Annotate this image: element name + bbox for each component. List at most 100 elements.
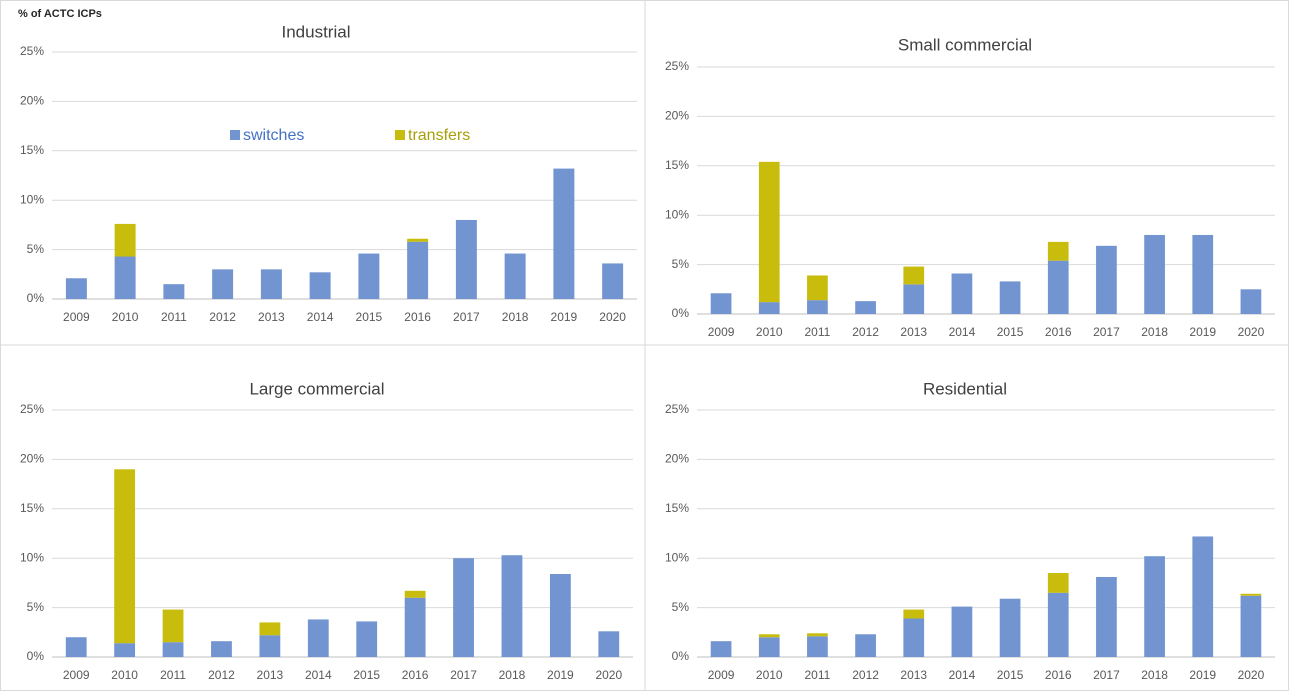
x-tick-label: 2020 xyxy=(599,310,626,324)
x-tick-label: 2020 xyxy=(1238,325,1265,339)
bar-segment xyxy=(758,634,780,638)
x-tick-label: 2014 xyxy=(307,310,334,324)
bar-segment xyxy=(114,256,136,299)
bar-segment xyxy=(259,622,281,636)
bar-segment xyxy=(1240,289,1262,314)
bar-segment xyxy=(501,555,523,657)
y-tick-label: 15% xyxy=(665,158,689,172)
x-tick-label: 2018 xyxy=(502,310,529,324)
x-tick-label: 2018 xyxy=(1141,325,1168,339)
x-tick-label: 2012 xyxy=(208,668,235,682)
y-tick-label: 5% xyxy=(27,600,45,614)
x-tick-label: 2018 xyxy=(499,668,526,682)
bar-segment xyxy=(549,574,571,657)
y-tick-label: 10% xyxy=(20,550,44,564)
y-tick-label: 25% xyxy=(665,402,689,416)
y-tick-label: 5% xyxy=(672,600,690,614)
bar-segment xyxy=(1047,260,1069,314)
y-tick-label: 15% xyxy=(665,501,689,515)
y-tick-label: 10% xyxy=(665,550,689,564)
x-tick-label: 2014 xyxy=(949,325,976,339)
y-tick-label: 5% xyxy=(27,242,45,256)
y-tick-label: 0% xyxy=(27,649,45,663)
bar-segment xyxy=(1047,241,1069,261)
x-tick-label: 2020 xyxy=(1238,668,1265,682)
x-tick-label: 2012 xyxy=(852,668,879,682)
bar-segment xyxy=(162,609,184,643)
bar-segment xyxy=(1192,234,1214,314)
x-tick-label: 2017 xyxy=(453,310,480,324)
bar-segment xyxy=(1047,592,1069,657)
bar-segment xyxy=(260,269,282,299)
y-tick-label: 20% xyxy=(20,94,44,108)
bar-segment xyxy=(710,641,732,657)
x-tick-label: 2010 xyxy=(112,310,139,324)
x-tick-label: 2010 xyxy=(111,668,138,682)
x-tick-label: 2016 xyxy=(402,668,429,682)
x-tick-label: 2017 xyxy=(450,668,477,682)
legend-label: transfers xyxy=(408,127,470,144)
y-axis-label: % of ACTC ICPs xyxy=(18,8,102,20)
x-tick-label: 2019 xyxy=(551,310,578,324)
bar-segment xyxy=(114,469,136,644)
x-tick-label: 2013 xyxy=(258,310,285,324)
x-tick-label: 2011 xyxy=(805,325,831,339)
x-tick-label: 2018 xyxy=(1141,668,1168,682)
legend-swatch xyxy=(230,130,240,140)
x-tick-label: 2016 xyxy=(1045,668,1072,682)
x-tick-label: 2020 xyxy=(595,668,622,682)
y-tick-label: 15% xyxy=(20,143,44,157)
chart-title: Small commercial xyxy=(898,35,1032,54)
x-tick-label: 2011 xyxy=(160,668,186,682)
bar-segment xyxy=(1096,245,1117,314)
bar-segment xyxy=(407,241,429,299)
y-tick-label: 0% xyxy=(27,291,45,305)
x-tick-label: 2016 xyxy=(1045,325,1072,339)
y-tick-label: 0% xyxy=(672,306,690,320)
bar-segment xyxy=(951,606,973,657)
x-tick-label: 2009 xyxy=(63,668,90,682)
x-tick-label: 2009 xyxy=(708,325,735,339)
x-tick-label: 2014 xyxy=(949,668,976,682)
bar-segment xyxy=(162,642,184,657)
x-tick-label: 2014 xyxy=(305,668,332,682)
y-tick-label: 10% xyxy=(20,192,44,206)
bar-segment xyxy=(65,637,87,657)
bar-segment xyxy=(407,238,429,242)
legend-label: switches xyxy=(243,127,304,144)
bar-segment xyxy=(455,219,477,299)
bar-segment xyxy=(758,161,780,303)
chart-title: Large commercial xyxy=(249,379,384,398)
bar-segment xyxy=(114,643,136,657)
x-tick-label: 2011 xyxy=(161,310,187,324)
x-tick-label: 2015 xyxy=(356,310,383,324)
x-tick-label: 2017 xyxy=(1093,668,1120,682)
bar-segment xyxy=(602,263,624,299)
bar-segment xyxy=(758,302,780,314)
bar-segment xyxy=(356,621,378,657)
x-tick-label: 2015 xyxy=(997,668,1024,682)
bar-segment xyxy=(999,281,1021,314)
x-tick-label: 2013 xyxy=(257,668,284,682)
bar-segment xyxy=(903,609,925,619)
chart-title: Residential xyxy=(923,379,1007,398)
y-tick-label: 10% xyxy=(665,207,689,221)
bar-segment xyxy=(1240,593,1262,596)
y-tick-label: 25% xyxy=(665,59,689,73)
bar-segment xyxy=(404,590,426,598)
y-tick-label: 20% xyxy=(665,109,689,123)
bar-segment xyxy=(807,633,828,637)
bar-segment xyxy=(1144,234,1165,314)
x-tick-label: 2012 xyxy=(852,325,879,339)
bar-segment xyxy=(358,253,380,299)
x-tick-label: 2019 xyxy=(547,668,574,682)
bar-segment xyxy=(259,635,281,657)
bar-segment xyxy=(212,269,234,299)
y-tick-label: 20% xyxy=(665,452,689,466)
x-tick-label: 2009 xyxy=(708,668,735,682)
bar-segment xyxy=(163,284,185,299)
bar-segment xyxy=(65,278,87,299)
x-tick-label: 2010 xyxy=(756,668,783,682)
y-tick-label: 25% xyxy=(20,402,44,416)
